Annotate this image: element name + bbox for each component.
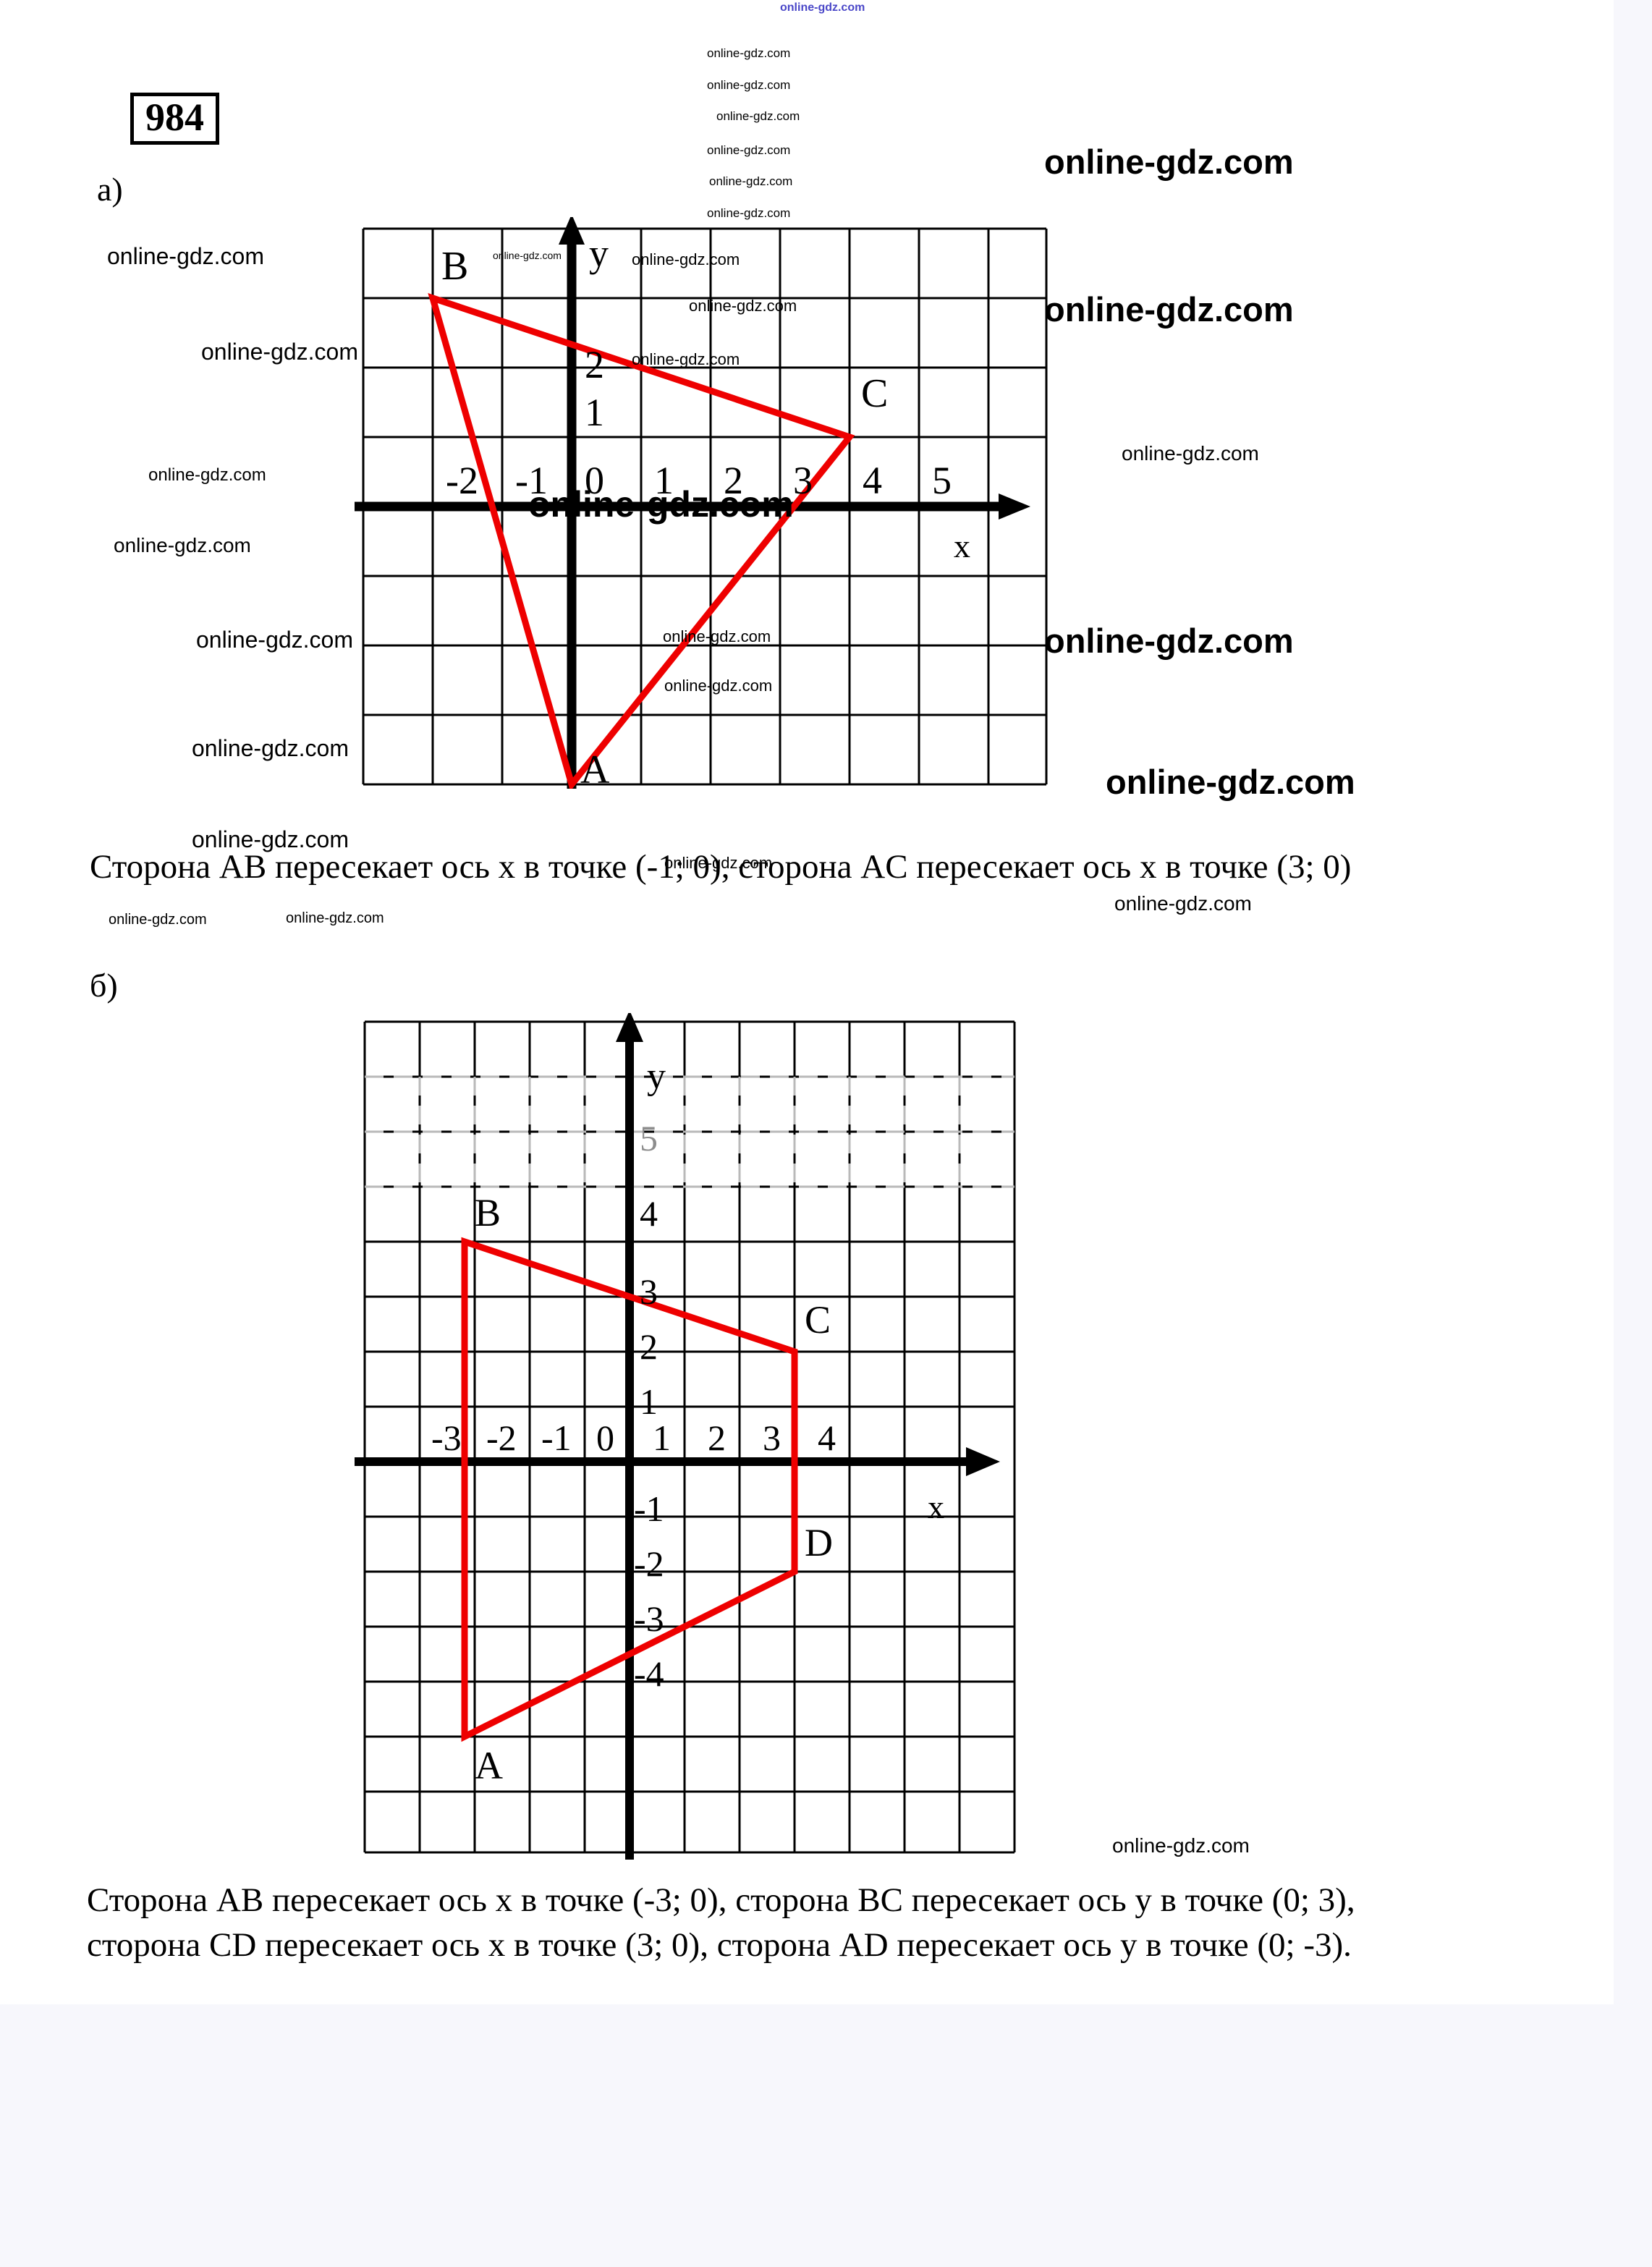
- watermark-text: online-gdz.com: [707, 143, 791, 157]
- y-tick-b--4: -4: [634, 1653, 664, 1694]
- x-tick-b--1: -1: [541, 1418, 572, 1458]
- watermark-text: online-gdz.com: [707, 46, 791, 60]
- graph-b: y x -3 -2 -1 0 1 2 3 4 5 4 3 2 1 -1 -: [355, 1013, 1064, 1860]
- watermark-text: online-gdz.com: [709, 174, 793, 188]
- vertex-labels-a: B C A: [441, 244, 888, 789]
- y-axis-arrow-a: [559, 217, 585, 245]
- exercise-number-box: 984: [130, 93, 219, 145]
- y-tick-labels-b: 5 4 3 2 1 -1 -2 -3 -4: [634, 1118, 664, 1694]
- graph-a-svg: y x -2 -1 0 1 2 3 4 5 2 1 B C A: [355, 217, 1048, 789]
- x-tick-b-4: 4: [818, 1418, 836, 1458]
- x-tick-a-4: 4: [863, 459, 882, 502]
- watermark-text: online-gdz.com: [780, 1, 865, 14]
- watermark-text: online-gdz.com: [1106, 763, 1355, 801]
- vertex-label-b-b: B: [475, 1191, 501, 1234]
- x-axis-label-a: x: [954, 527, 970, 564]
- watermark-text: online-gdz.com: [1044, 143, 1294, 181]
- x-tick-labels-b: -3 -2 -1 0 1 2 3 4: [431, 1418, 836, 1458]
- x-tick-a-1: 1: [654, 459, 674, 502]
- part-b-label: б): [90, 967, 118, 1004]
- y-tick-b--1: -1: [634, 1488, 664, 1529]
- vertex-label-d-b: D: [805, 1521, 833, 1564]
- x-tick-b--2: -2: [486, 1418, 517, 1458]
- x-axis-arrow-a: [999, 493, 1030, 520]
- exercise-number: 984: [145, 96, 204, 139]
- x-tick-b-3: 3: [763, 1418, 781, 1458]
- watermark-text: online-gdz.com: [716, 109, 800, 123]
- vertex-label-c-b: C: [805, 1298, 831, 1342]
- vertex-label-c-a: C: [861, 371, 888, 416]
- watermark-text: online-gdz.com: [707, 78, 791, 92]
- watermark-text: online-gdz.com: [196, 627, 353, 653]
- watermark-text: online-gdz.com: [114, 534, 251, 556]
- watermark-text: online-gdz.com: [1044, 622, 1294, 660]
- quadrilateral-abcd: [461, 1237, 798, 1742]
- x-tick-a--2: -2: [446, 459, 478, 502]
- grid-lines-b: [363, 1020, 1016, 1854]
- x-tick-labels-a: -2 -1 0 1 2 3 4 5: [446, 459, 952, 502]
- vertex-label-b-a: B: [441, 244, 468, 289]
- y-axis-label-b: y: [647, 1056, 666, 1097]
- y-axis-arrow-b: [616, 1013, 643, 1042]
- y-tick-b--2: -2: [634, 1543, 664, 1584]
- vertex-labels-b: B C D A: [475, 1191, 833, 1787]
- y-tick-b-2: 2: [640, 1326, 658, 1367]
- graph-a: y x -2 -1 0 1 2 3 4 5 2 1 B C A: [355, 217, 1056, 789]
- watermark-text: online-gdz.com: [107, 243, 264, 269]
- triangle-abc: [428, 293, 855, 789]
- watermark-text: online-gdz.com: [201, 339, 358, 365]
- x-tick-b-2: 2: [708, 1418, 726, 1458]
- y-tick-b-1: 1: [640, 1381, 658, 1422]
- y-tick-b-3: 3: [640, 1271, 658, 1312]
- grid-lines-a: [362, 227, 1048, 786]
- answer-paragraph-a: Сторона AB пересекает ось x в точке (-1;…: [90, 848, 1352, 886]
- watermark-text: online-gdz.com: [286, 910, 384, 926]
- y-tick-labels-a: 2 1: [585, 343, 604, 434]
- x-axis-arrow-b: [966, 1447, 1000, 1476]
- x-tick-a-5: 5: [932, 459, 952, 502]
- x-tick-b-0: 0: [596, 1418, 614, 1458]
- x-tick-a-0: 0: [585, 459, 604, 502]
- axes-a: [355, 217, 1030, 789]
- document-page: 984 а): [87, 1, 1355, 1965]
- y-tick-b-4: 4: [640, 1193, 658, 1234]
- vertex-label-a-a: A: [580, 747, 610, 789]
- vertex-label-a-b: A: [475, 1744, 503, 1787]
- x-tick-a-3: 3: [793, 459, 813, 502]
- part-a-label: а): [97, 171, 123, 208]
- watermark-text: online-gdz.com: [192, 735, 349, 761]
- faded-grid-lines-b: [365, 1075, 1015, 1188]
- y-tick-a-2: 2: [585, 343, 604, 386]
- watermark-text: online-gdz.com: [109, 912, 207, 928]
- y-tick-b-5: 5: [640, 1118, 658, 1158]
- watermark-text: online-gdz.com: [1114, 892, 1252, 915]
- axes-b: [355, 1013, 1000, 1860]
- watermark-text: online-gdz.com: [148, 465, 266, 485]
- watermark-text: online-gdz.com: [1044, 290, 1294, 329]
- x-tick-a-2: 2: [724, 459, 743, 502]
- x-tick-a--1: -1: [515, 459, 548, 502]
- answer-paragraph-b: Сторона AB пересекает ось x в точке (-3;…: [87, 1881, 1355, 1965]
- x-tick-b-1: 1: [653, 1418, 671, 1458]
- x-tick-b--3: -3: [431, 1418, 462, 1458]
- y-tick-a-1: 1: [585, 391, 604, 434]
- graph-b-svg: y x -3 -2 -1 0 1 2 3 4 5 4 3 2 1 -1 -: [355, 1013, 1016, 1860]
- watermark-text: online-gdz.com: [1112, 1834, 1250, 1857]
- y-tick-b--3: -3: [634, 1598, 664, 1639]
- watermark-text: online-gdz.com: [1122, 442, 1259, 465]
- x-axis-label-b: x: [928, 1488, 944, 1525]
- y-axis-label-a: y: [589, 232, 609, 275]
